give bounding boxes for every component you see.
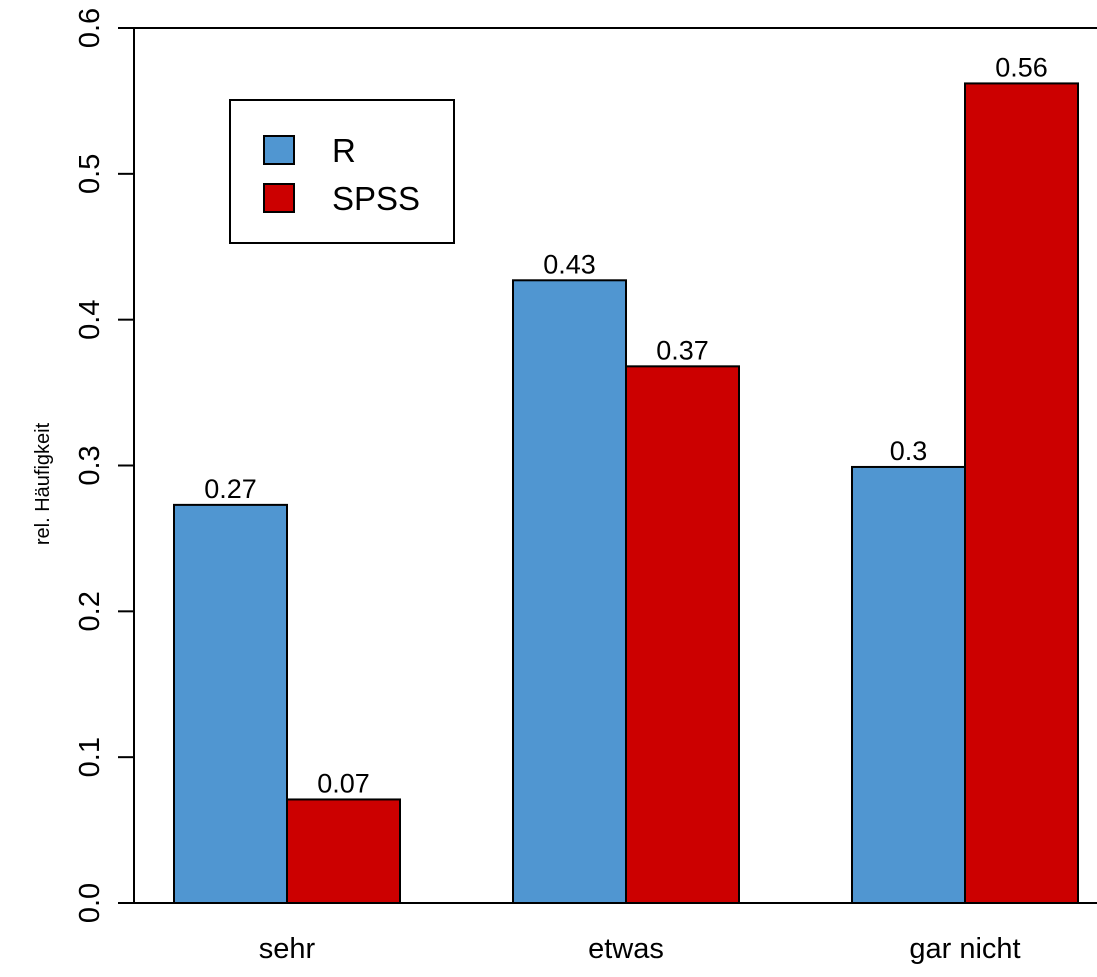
- value-labels: 0.27 0.07 0.43 0.37 0.3 0.56: [204, 52, 1048, 798]
- y-tick-label: 0.5: [74, 154, 106, 194]
- legend-label: R: [332, 132, 356, 169]
- legend-box: [229, 99, 455, 244]
- bar-r-gar-nicht: [851, 465, 966, 904]
- data-label: 0.37: [656, 335, 709, 365]
- legend-swatch-r: [263, 135, 295, 165]
- bar-spss-etwas: [625, 365, 740, 905]
- y-tick-label: 0.2: [74, 591, 106, 631]
- data-label: 0.07: [317, 768, 370, 798]
- y-tick-label: 0.6: [74, 8, 106, 48]
- bar-r-etwas: [512, 279, 627, 904]
- axes: 0.0 0.1 0.2 0.3 0.4 0.5 0.6 sehr etwas gar nicht: [74, 8, 1097, 965]
- legend-label: SPSS: [332, 180, 420, 217]
- category-label: etwas: [588, 933, 664, 965]
- legend: R SPSS: [229, 99, 455, 244]
- data-label: 0.3: [890, 436, 928, 466]
- y-tick-label: 0.1: [74, 737, 106, 777]
- y-tick-label: 0.0: [74, 883, 106, 923]
- y-tick-label: 0.4: [74, 300, 106, 340]
- category-label: sehr: [259, 933, 316, 965]
- bar-spss-gar-nicht: [964, 82, 1079, 904]
- data-label: 0.56: [995, 52, 1048, 82]
- bar-spss-sehr: [286, 798, 401, 904]
- bars: [173, 82, 1079, 905]
- legend-swatch-spss: [263, 183, 295, 213]
- bar-r-sehr: [173, 503, 288, 904]
- y-axis-label: rel. Häufigkeit: [32, 422, 54, 545]
- data-label: 0.43: [543, 249, 596, 279]
- category-label: gar nicht: [909, 933, 1020, 965]
- data-label: 0.27: [204, 474, 257, 504]
- y-tick-label: 0.3: [74, 445, 106, 485]
